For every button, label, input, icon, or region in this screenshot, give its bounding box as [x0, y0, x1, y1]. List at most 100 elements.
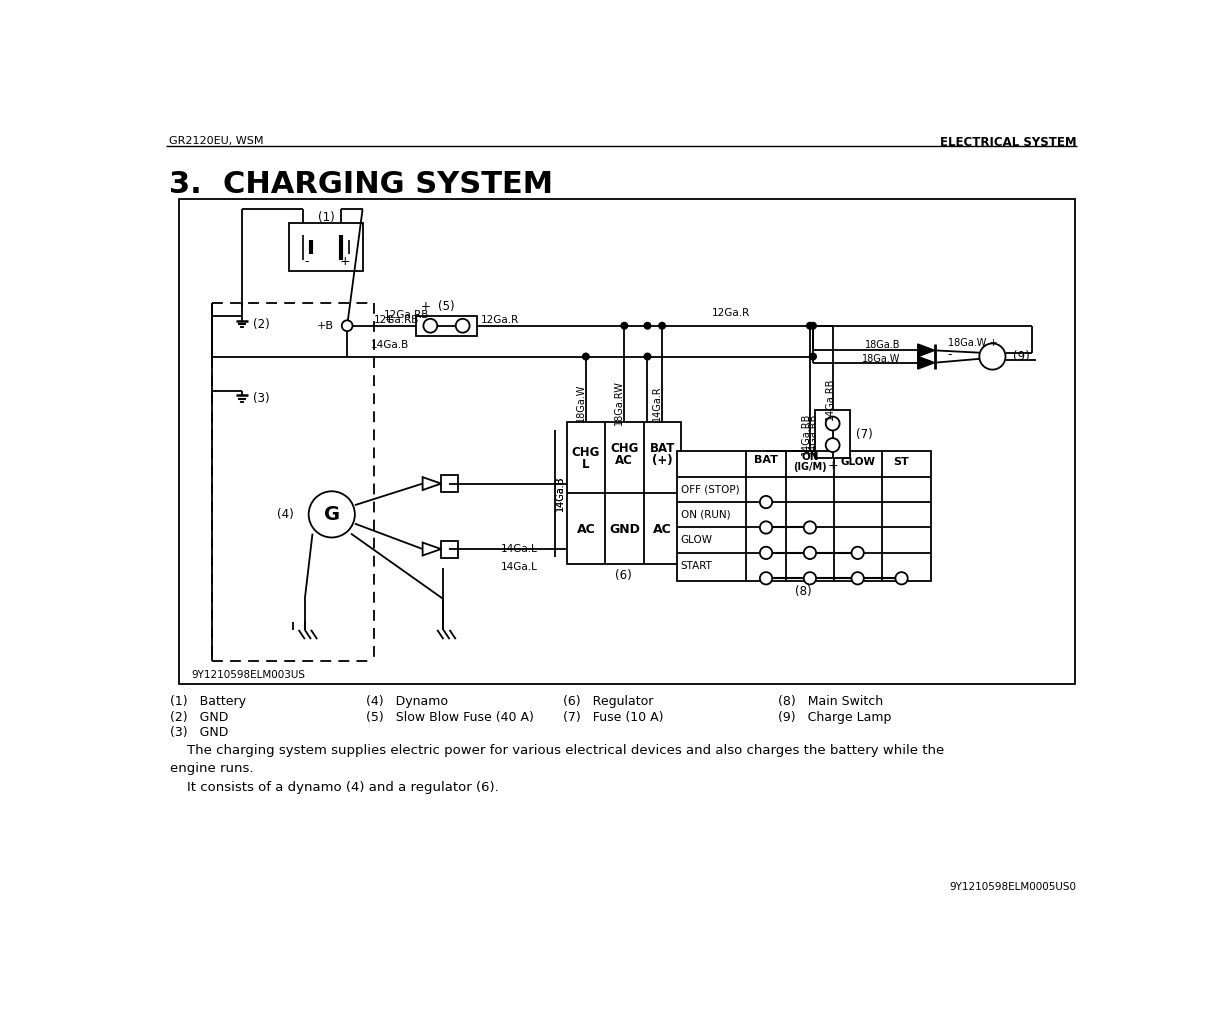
Text: 14Ga.L: 14Ga.L: [501, 562, 539, 572]
Text: ST: ST: [894, 457, 910, 467]
Text: It consists of a dynamo (4) and a regulator (6).: It consists of a dynamo (4) and a regula…: [170, 781, 499, 794]
Text: 14Ga.B: 14Ga.B: [556, 476, 565, 511]
Bar: [566, 422, 680, 565]
Text: (4): (4): [277, 508, 294, 521]
Text: 18Ga.W +: 18Ga.W +: [947, 339, 997, 349]
Text: 14Ga.RB: 14Ga.RB: [825, 377, 835, 420]
Text: +: +: [340, 256, 351, 269]
Text: BAT: BAT: [754, 454, 778, 464]
Text: START: START: [680, 561, 712, 571]
Circle shape: [423, 318, 437, 333]
Text: (7)   Fuse (10 A): (7) Fuse (10 A): [563, 711, 664, 724]
Text: ELECTRICAL SYSTEM: ELECTRICAL SYSTEM: [940, 136, 1076, 148]
Circle shape: [810, 322, 816, 329]
Circle shape: [759, 496, 773, 508]
Circle shape: [621, 322, 627, 329]
Text: +: +: [421, 300, 431, 313]
Text: GLOW: GLOW: [680, 535, 712, 546]
Circle shape: [826, 438, 839, 452]
Text: (5)   Slow Blow Fuse (40 A): (5) Slow Blow Fuse (40 A): [366, 711, 534, 724]
Bar: [677, 451, 930, 581]
Text: 12Ga.R: 12Ga.R: [480, 315, 519, 325]
Text: (1)   Battery: (1) Battery: [170, 696, 246, 709]
Bar: [442, 540, 459, 558]
Circle shape: [659, 322, 665, 329]
Polygon shape: [918, 356, 935, 369]
Text: +B: +B: [317, 320, 334, 331]
Text: G: G: [324, 505, 340, 524]
Text: (9): (9): [1013, 350, 1030, 363]
Text: 14Ga.RB: 14Ga.RB: [801, 413, 811, 455]
Text: GR2120EU, WSM: GR2120EU, WSM: [169, 136, 263, 146]
Text: 14Ga.B: 14Ga.B: [370, 341, 409, 351]
Text: AC: AC: [576, 523, 596, 536]
Text: (8)   Main Switch: (8) Main Switch: [779, 696, 883, 709]
Text: (4)   Dynamo: (4) Dynamo: [366, 696, 449, 709]
Text: 9Y1210598ELM0005US0: 9Y1210598ELM0005US0: [950, 882, 1076, 891]
Text: engine runs.: engine runs.: [170, 763, 254, 776]
Text: (6)   Regulator: (6) Regulator: [563, 696, 653, 709]
Text: 18Ga.W: 18Ga.W: [861, 354, 900, 364]
Text: -: -: [304, 256, 309, 269]
Text: 9Y1210598ELM003US: 9Y1210598ELM003US: [192, 669, 306, 679]
Circle shape: [807, 322, 813, 329]
Text: 12Ga.R: 12Ga.R: [712, 308, 750, 318]
Circle shape: [852, 572, 864, 584]
Bar: [815, 411, 850, 458]
Circle shape: [644, 322, 650, 329]
Circle shape: [852, 547, 864, 559]
Text: 14Ga.L: 14Ga.L: [501, 545, 539, 555]
Circle shape: [979, 344, 1006, 370]
Text: 18Ga.B: 18Ga.B: [865, 340, 900, 350]
Text: (3)   GND: (3) GND: [170, 726, 228, 739]
Circle shape: [456, 318, 469, 333]
Text: OFF (STOP): OFF (STOP): [680, 485, 739, 495]
Text: +: +: [382, 315, 394, 325]
Circle shape: [804, 521, 816, 533]
Bar: [416, 315, 477, 336]
Bar: [290, 223, 363, 271]
Text: (+): (+): [651, 454, 672, 467]
Circle shape: [804, 572, 816, 584]
Circle shape: [826, 417, 839, 431]
Text: ON: ON: [801, 452, 819, 462]
Text: 12Ga.RB: 12Ga.RB: [374, 315, 420, 325]
Text: (5): (5): [438, 300, 455, 313]
Text: -: -: [947, 349, 952, 361]
Text: BAT: BAT: [649, 442, 674, 455]
Text: 18Ga.RW: 18Ga.RW: [614, 380, 625, 425]
Text: (8): (8): [796, 585, 811, 598]
Text: ON (RUN): ON (RUN): [680, 510, 730, 520]
Text: The charging system supplies electric power for various electrical devices and a: The charging system supplies electric po…: [170, 744, 944, 756]
Circle shape: [759, 572, 773, 584]
Text: (7): (7): [856, 428, 873, 441]
Circle shape: [308, 491, 355, 537]
Bar: [442, 476, 459, 492]
Text: CHG: CHG: [571, 446, 600, 459]
Circle shape: [810, 354, 816, 360]
Text: 14Ga.B: 14Ga.B: [556, 476, 565, 511]
Text: 14Ga.R: 14Ga.R: [653, 385, 662, 421]
Text: (6): (6): [615, 569, 632, 582]
Text: (9)   Charge Lamp: (9) Charge Lamp: [779, 711, 892, 724]
Circle shape: [644, 354, 650, 360]
Text: +: +: [827, 459, 838, 473]
Text: (IG/M): (IG/M): [793, 461, 827, 472]
Text: CHG: CHG: [610, 442, 638, 455]
Circle shape: [342, 320, 353, 332]
Circle shape: [759, 521, 773, 533]
Text: (2)   GND: (2) GND: [170, 711, 228, 724]
Circle shape: [759, 547, 773, 559]
Text: GND: GND: [609, 523, 639, 536]
Polygon shape: [918, 344, 935, 357]
Text: 3.  CHARGING SYSTEM: 3. CHARGING SYSTEM: [169, 170, 553, 200]
Text: (2): (2): [254, 317, 270, 331]
Text: 14Ga.RB: 14Ga.RB: [808, 413, 818, 455]
Circle shape: [582, 354, 590, 360]
Text: (1): (1): [318, 211, 335, 224]
Text: AC: AC: [653, 523, 672, 536]
Text: 12Ga.RB: 12Ga.RB: [385, 310, 429, 320]
Circle shape: [804, 547, 816, 559]
Text: (3): (3): [254, 392, 269, 406]
Text: 18Ga.W: 18Ga.W: [576, 383, 586, 422]
